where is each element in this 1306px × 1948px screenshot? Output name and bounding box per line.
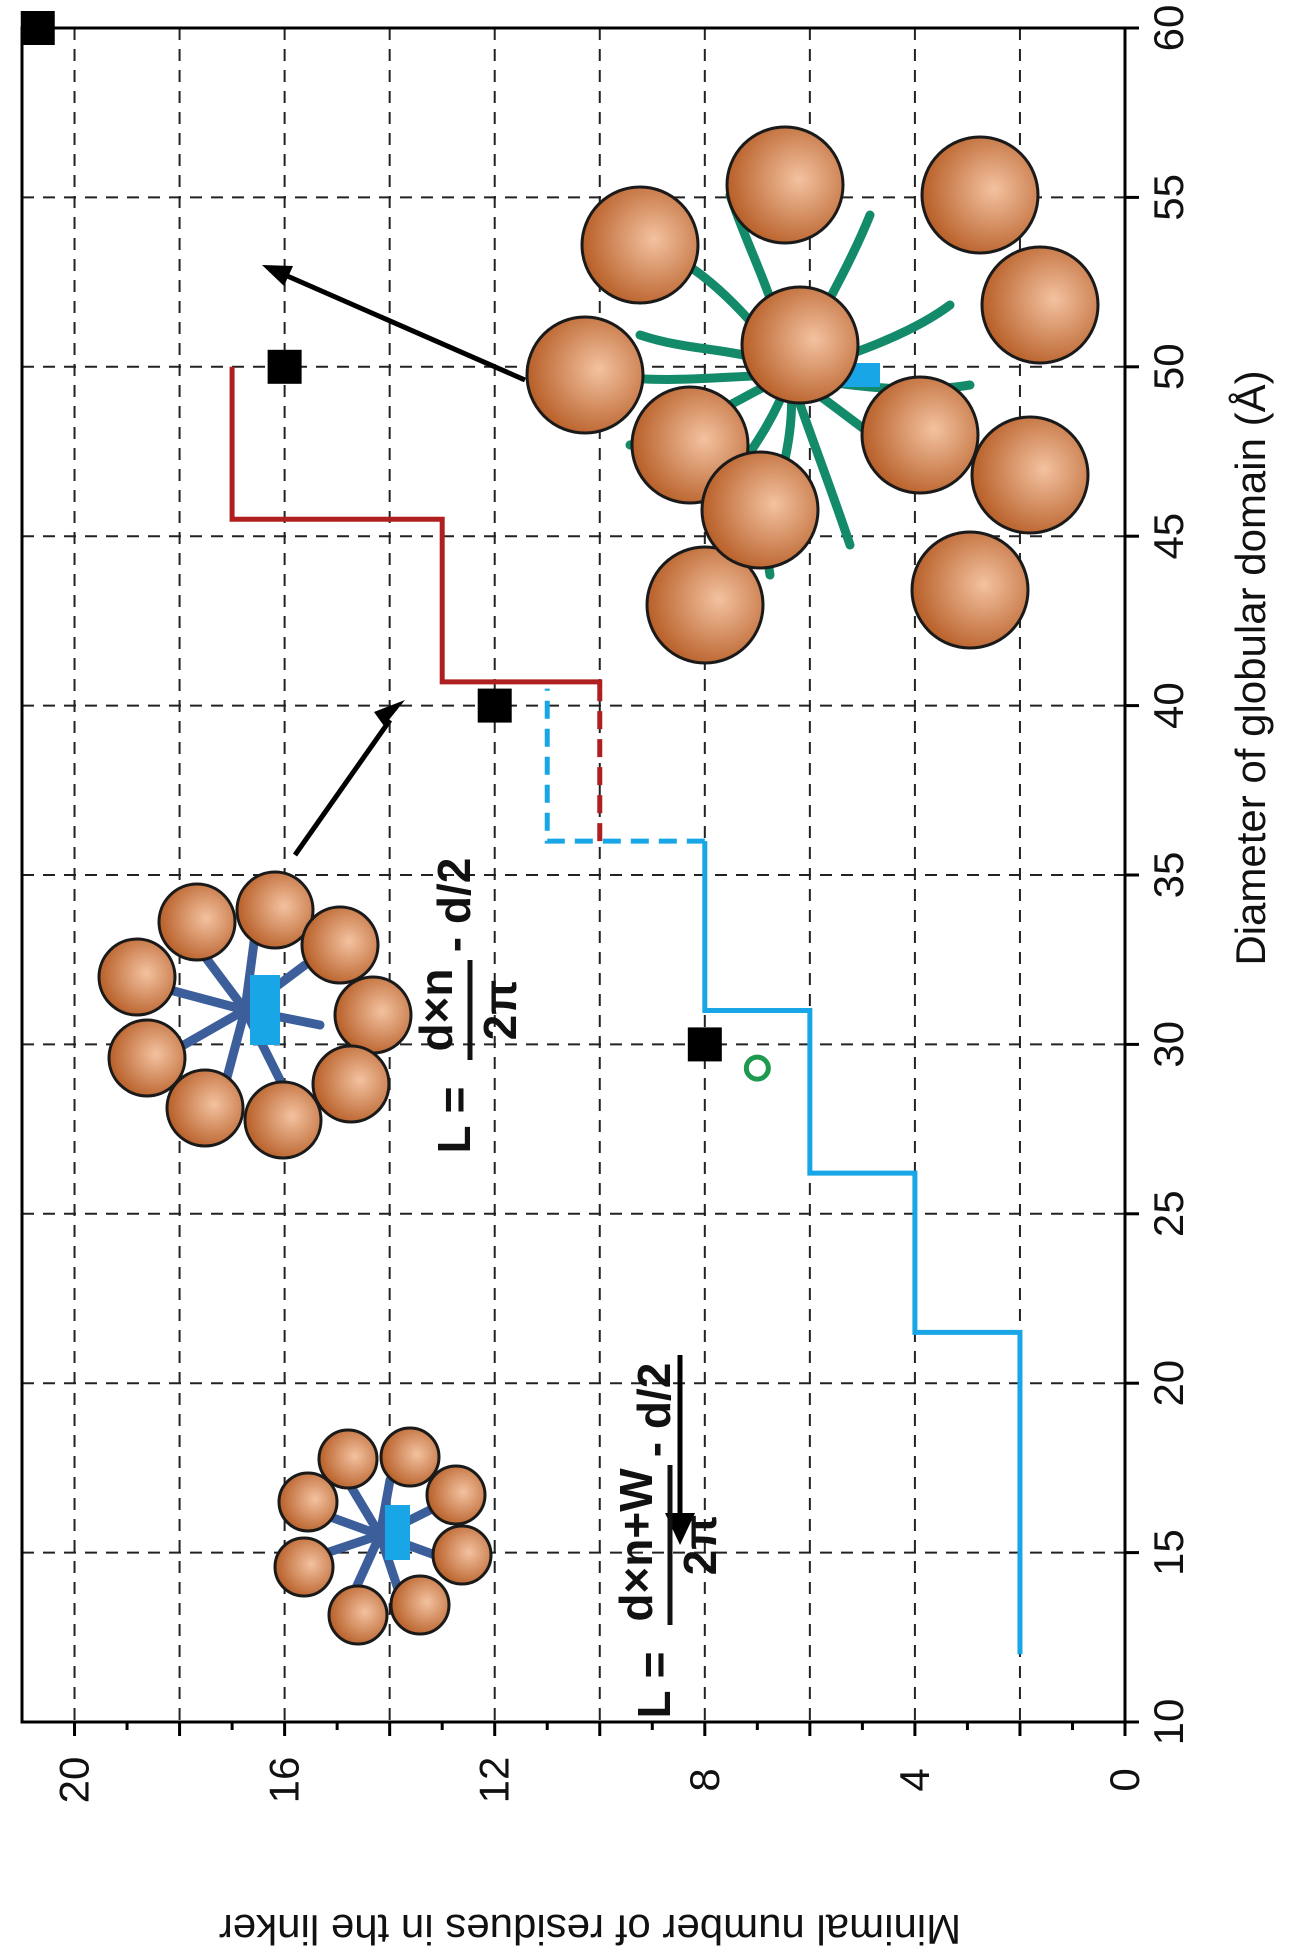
y-axis-title: Minimal number of residues in the linker	[219, 1906, 961, 1948]
arrow-medium-head	[374, 700, 405, 726]
sphere-ring-icon	[97, 870, 413, 1160]
sphere-cluster-icon	[525, 125, 1100, 665]
x-tick-label: 15	[1145, 1529, 1192, 1576]
formula-1-lhs: L =	[628, 1652, 680, 1719]
y-tick-label: 20	[51, 1757, 98, 1804]
x-axis-ticks: 10 15 20 25 30 35 40 45 50 55 60	[1125, 5, 1192, 1746]
y-tick-label: 0	[1101, 1768, 1148, 1791]
markers-group	[20, 11, 771, 1082]
formula-1-numerator: d×n+W	[610, 1468, 662, 1622]
series-line-1	[702, 841, 1023, 1655]
accent-block-icon	[250, 975, 280, 1045]
formula-1-denominator: 2π	[674, 1515, 726, 1576]
series-line-2	[544, 688, 705, 844]
formula-1: L = d×n+W 2π - d/2	[610, 1363, 726, 1719]
data-point-square	[20, 11, 55, 45]
x-tick-label: 30	[1145, 1021, 1192, 1068]
y-tick-label: 16	[261, 1757, 308, 1804]
x-tick-label: 45	[1145, 513, 1192, 560]
data-point-square	[687, 1027, 722, 1062]
micelle-illustration-large	[525, 125, 1100, 665]
series-line-4	[229, 366, 603, 689]
sphere-ring-icon	[273, 1426, 493, 1646]
formula-1-rhs: - d/2	[628, 1363, 680, 1458]
micelle-illustration-small	[273, 1426, 493, 1646]
x-tick-label: 25	[1145, 1190, 1192, 1237]
formula-2: L = d×n 2π - d/2	[410, 858, 526, 1154]
y-tick-label: 8	[681, 1768, 728, 1791]
y-axis-ticks: 0 4 8 12 16 20	[51, 1722, 1148, 1803]
formula-2-lhs: L =	[428, 1087, 480, 1154]
x-tick-label: 60	[1145, 5, 1192, 52]
y-tick-label: 12	[471, 1757, 518, 1804]
x-tick-label: 55	[1145, 174, 1192, 221]
accent-block-icon	[385, 1505, 410, 1560]
micelle-illustration-medium	[97, 870, 413, 1160]
x-tick-label: 35	[1145, 852, 1192, 899]
x-tick-label: 20	[1145, 1360, 1192, 1407]
data-point-square	[267, 349, 302, 384]
series-group	[229, 366, 1023, 1655]
formula-2-denominator: 2π	[474, 980, 526, 1041]
arrow-medium	[292, 718, 393, 857]
formula-2-rhs: - d/2	[428, 858, 480, 953]
x-tick-label: 50	[1145, 343, 1192, 390]
y-tick-label: 4	[891, 1768, 938, 1791]
x-axis-title: Diameter of globular domain (Å)	[1227, 370, 1274, 965]
grid	[22, 27, 1126, 1723]
x-tick-label: 10	[1145, 1699, 1192, 1746]
data-point-open-circle	[743, 1054, 771, 1082]
formula-2-numerator: d×n	[410, 968, 462, 1051]
data-point-square	[477, 688, 512, 723]
arrow-large	[283, 272, 527, 383]
x-tick-label: 40	[1145, 682, 1192, 729]
arrow-large-head	[262, 265, 293, 286]
